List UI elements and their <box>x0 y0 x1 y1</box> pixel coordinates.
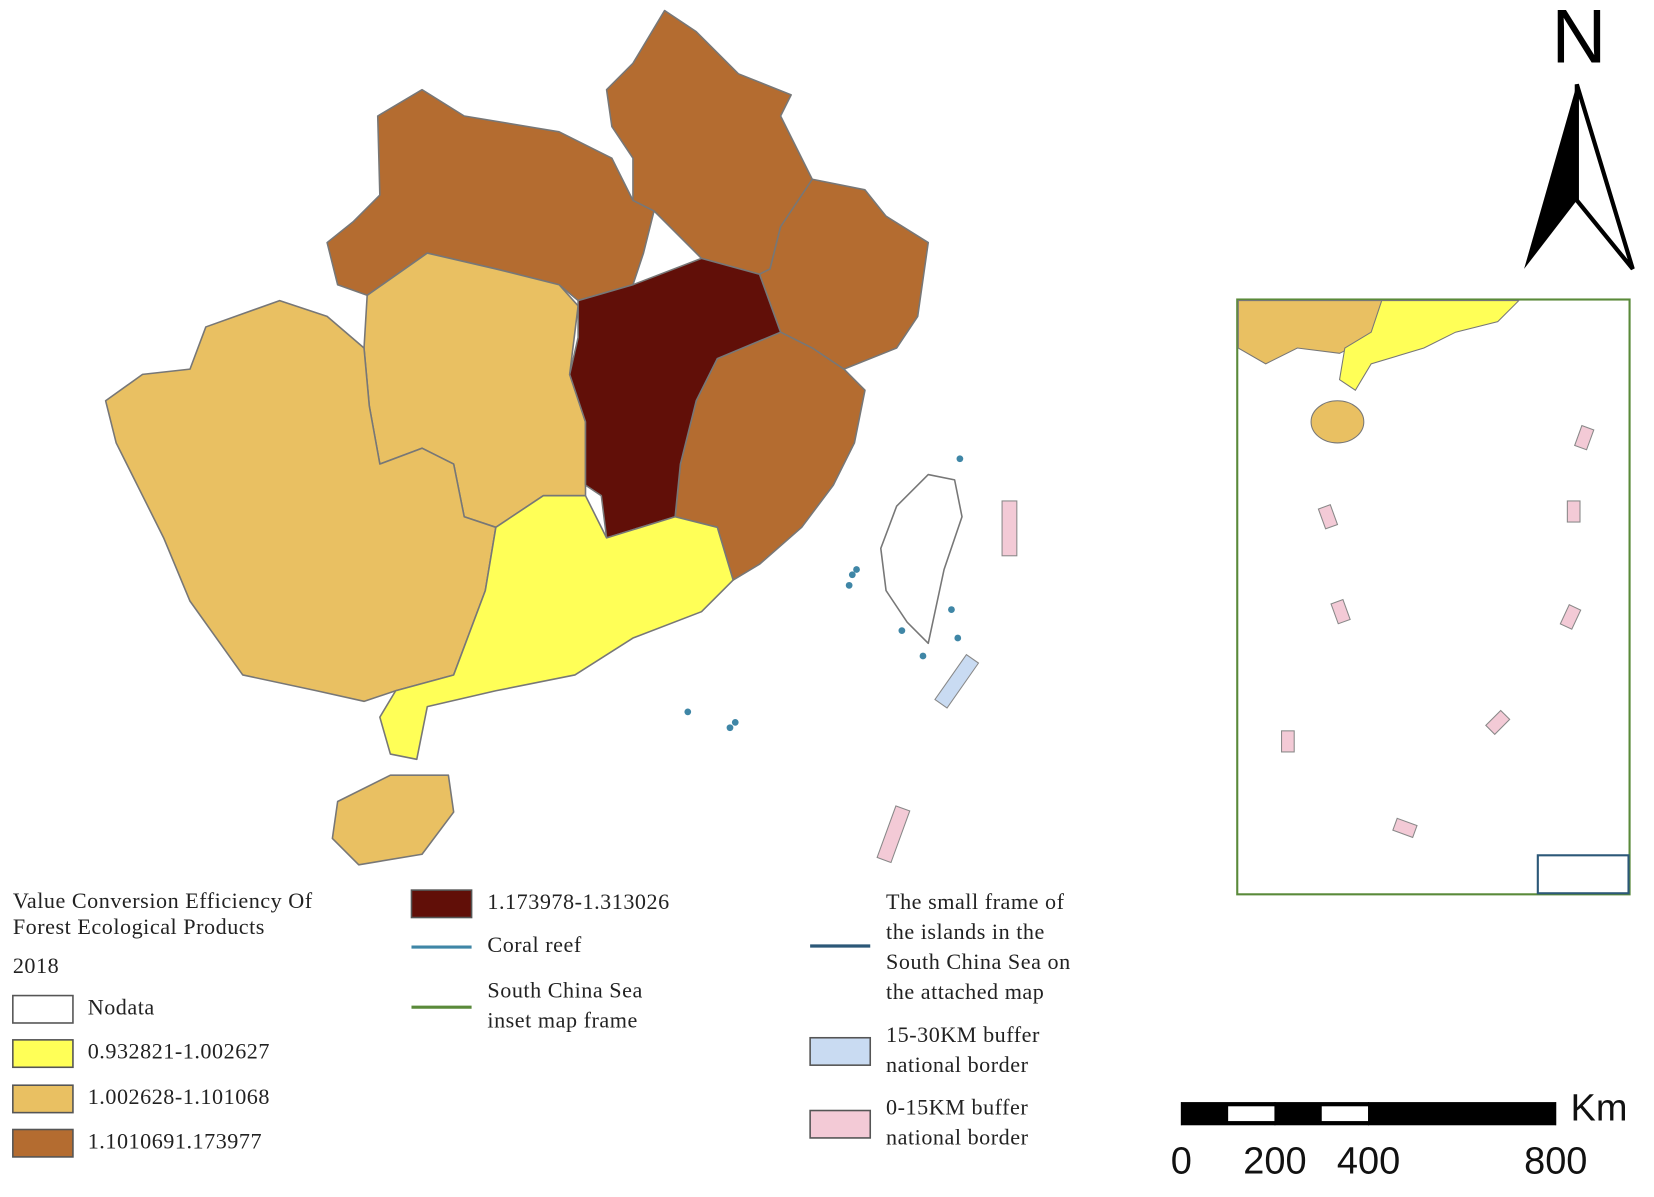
legend-label: inset map frame <box>487 1008 637 1033</box>
legend-label: Coral reef <box>487 932 581 957</box>
coral-reef <box>853 566 860 573</box>
legend-label: the attached map <box>886 979 1044 1004</box>
province <box>104 299 497 703</box>
scale-unit: Km <box>1571 1088 1628 1130</box>
legend-label: 1.1010691.173977 <box>88 1128 262 1153</box>
legend-label: the islands in the <box>886 919 1045 944</box>
buffers <box>876 500 1018 864</box>
coral-reef <box>726 724 734 732</box>
scale-label: 200 <box>1243 1140 1306 1182</box>
legend-label: national border <box>886 1052 1029 1077</box>
buffer-strip <box>1392 817 1418 839</box>
buffer-strip <box>1281 730 1295 753</box>
scale-segment <box>1321 1106 1369 1122</box>
buffer-strip <box>1001 500 1018 557</box>
legend-label: The small frame of <box>886 889 1065 914</box>
scale-segment <box>1228 1106 1275 1122</box>
inset-land <box>1338 300 1521 391</box>
legend-label: South China Sea <box>487 977 642 1002</box>
legend-swatch <box>12 1084 74 1114</box>
buffer-strip <box>1559 604 1582 630</box>
buffer-strip <box>1566 500 1581 523</box>
coral-reef <box>684 708 692 716</box>
legend-label: national border <box>886 1125 1029 1150</box>
legend: Value Conversion Efficiency Of Forest Ec… <box>13 888 313 978</box>
inset-island <box>1310 400 1365 444</box>
legend-swatch <box>12 1128 74 1158</box>
coral-reef <box>848 571 856 579</box>
province <box>379 494 734 761</box>
buffer-strip <box>934 653 980 709</box>
scale-label: 0 <box>1171 1140 1192 1182</box>
scale-label: 800 <box>1524 1140 1587 1182</box>
legend-title: Value Conversion Efficiency Of <box>13 888 313 913</box>
coral-reef <box>948 606 955 613</box>
coral-reef <box>956 455 964 463</box>
legend-swatch <box>12 994 74 1024</box>
province <box>568 257 782 539</box>
province <box>331 774 455 866</box>
coral-reef <box>954 634 962 642</box>
coral-reef <box>898 627 906 635</box>
legend-label: 1.173978-1.313026 <box>487 889 669 914</box>
north-arrow: N <box>1524 0 1635 271</box>
inset-map <box>1236 298 1631 896</box>
scale-label: 400 <box>1337 1140 1400 1182</box>
island <box>879 473 963 645</box>
legend-year: 2018 <box>13 953 59 978</box>
legend-label: 15-30KM buffer <box>886 1022 1040 1047</box>
legend-swatch <box>809 1109 872 1139</box>
legend-label: 0-15KM buffer <box>886 1095 1028 1120</box>
coral-reef <box>919 652 927 660</box>
legend-label: Nodata <box>88 994 155 1019</box>
north-label: N <box>1552 0 1607 79</box>
arrow-right <box>1574 83 1635 271</box>
legend-label: South China Sea on <box>886 949 1071 974</box>
buffer-strip <box>1330 598 1351 625</box>
legend-label: 1.002628-1.101068 <box>88 1084 270 1109</box>
buffer-strip <box>876 805 911 864</box>
inset-frame <box>1236 298 1631 896</box>
buffer-strip <box>1485 709 1511 736</box>
legend-items: Nodata 0.932821-1.002627 1.002628-1.101068… <box>12 889 1071 1158</box>
scale-bar: 0 200 400 800 Km <box>1171 1088 1628 1183</box>
legend-swatch <box>410 889 473 919</box>
coral-reef <box>845 581 853 589</box>
buffer-strip <box>1317 504 1339 530</box>
coral-reef <box>731 719 739 726</box>
arrow-left <box>1524 84 1577 269</box>
small-frame <box>1536 854 1630 895</box>
legend-title: Forest Ecological Products <box>13 914 265 939</box>
buffer-strip <box>1573 424 1595 451</box>
legend-swatch <box>12 1039 74 1069</box>
legend-swatch <box>809 1036 872 1066</box>
provinces <box>104 9 963 866</box>
legend-label: 0.932821-1.002627 <box>88 1039 270 1064</box>
